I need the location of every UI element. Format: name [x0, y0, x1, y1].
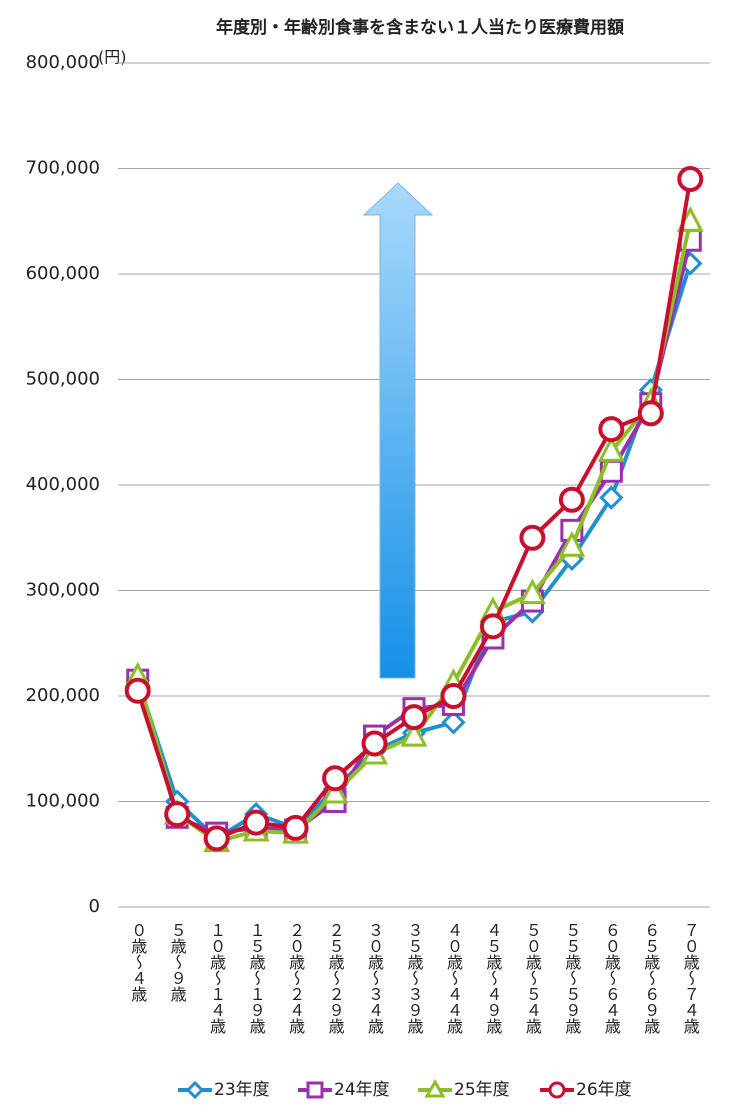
- marker: [440, 683, 467, 709]
- marker: [361, 730, 388, 757]
- marker: [282, 814, 309, 841]
- marker: [124, 677, 151, 704]
- arrow: [362, 182, 434, 679]
- x-tick-label: ０歳～４歳: [128, 922, 147, 1002]
- marker: [599, 485, 624, 510]
- x-tick-label: ５０歳～５４歳: [523, 922, 542, 1034]
- x-tick-label: ５５歳～５９歳: [562, 922, 581, 1034]
- x-tick-label: ４５歳～４９歳: [483, 922, 502, 1034]
- marker: [203, 825, 230, 852]
- x-tick-label: １５歳～１９歳: [247, 922, 266, 1034]
- legend-item: 24年度: [298, 1080, 390, 1100]
- y-tick-label: 200,000: [26, 685, 100, 706]
- legend-marker: [548, 1081, 566, 1099]
- legend-item: 26年度: [540, 1080, 632, 1100]
- y-tick-label: 0: [89, 896, 100, 917]
- x-tick-label: ３０歳～３４歳: [365, 922, 384, 1034]
- marker: [401, 704, 427, 731]
- legend-label: 26年度: [576, 1080, 632, 1100]
- marker: [519, 524, 546, 551]
- legend-label: 24年度: [334, 1080, 390, 1100]
- y-tick-label: 800,000: [26, 52, 100, 73]
- legend-marker: [185, 1080, 205, 1100]
- legend-marker: [306, 1081, 324, 1099]
- marker: [558, 530, 586, 557]
- x-tick-label: ６０歳～６４歳: [602, 922, 621, 1034]
- grid: 0 100,000 200,000 300,000 400,000 500,000 600,…: [26, 52, 710, 917]
- marker: [321, 777, 349, 804]
- legend-label: 23年度: [214, 1080, 270, 1100]
- marker: [164, 801, 191, 828]
- legend-marker: [424, 1078, 446, 1098]
- x-tick-label: ７０歳～７４歳: [681, 922, 700, 1034]
- x-tick-label: ３５歳～３９歳: [405, 922, 424, 1034]
- y-tick-label: 700,000: [26, 158, 100, 179]
- y-tick-label: 500,000: [26, 369, 100, 390]
- marker: [322, 765, 349, 792]
- marker: [243, 809, 270, 836]
- chart-title: 年度別・年齢別食事を含まない１人当たり医療費用額: [216, 17, 624, 38]
- legend-item: 23年度: [178, 1080, 270, 1100]
- marker: [400, 720, 428, 747]
- series: [124, 166, 704, 852]
- marker: [441, 710, 466, 735]
- marker: [677, 166, 704, 193]
- marker: [597, 436, 625, 462]
- x-tick-label: ２０歳～２４歳: [286, 922, 305, 1034]
- marker: [479, 613, 506, 640]
- x-tick-label: ５歳～９歳: [168, 922, 187, 1002]
- marker: [558, 486, 585, 513]
- legend-label: 25年度: [454, 1080, 510, 1100]
- x-tick-label: １０歳～１４歳: [207, 922, 226, 1034]
- legend-item: 25年度: [418, 1078, 510, 1100]
- marker: [518, 578, 546, 605]
- x-tick-label: ６５歳～６９歳: [641, 922, 660, 1034]
- marker: [598, 416, 625, 443]
- x-tick-label: ４０歳～４４歳: [444, 922, 463, 1034]
- y-tick-label: 400,000: [26, 474, 100, 495]
- marker: [637, 400, 664, 427]
- y-tick-label: 300,000: [26, 580, 100, 601]
- y-tick-label: 100,000: [26, 791, 100, 812]
- y-tick-label: 600,000: [26, 263, 100, 284]
- x-tick-label: ２５歳～２９歳: [326, 922, 345, 1034]
- y-unit: (円): [98, 48, 127, 67]
